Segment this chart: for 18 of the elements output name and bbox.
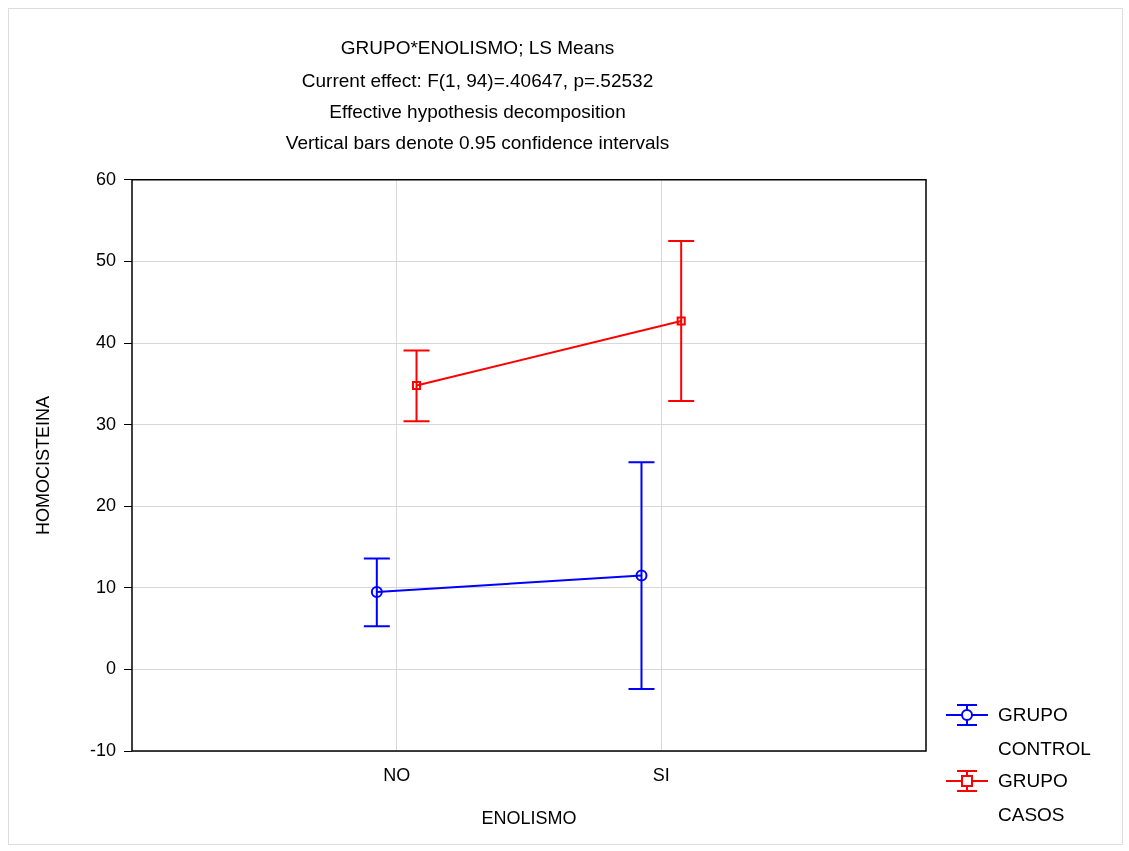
y-tick-label: 30 bbox=[95, 413, 116, 434]
text: Effective hypothesis decomposition bbox=[329, 101, 626, 123]
y-tick-label: 40 bbox=[95, 332, 116, 352]
y-tick-label: 60 bbox=[95, 168, 116, 189]
y-tick-label: 50 bbox=[95, 250, 116, 271]
chart-subtitle: Current effect: F(1, 94)=.40647, p=.52532 bbox=[301, 69, 654, 91]
y-tick-label: 20 bbox=[95, 495, 116, 516]
y-tick-label: -10 bbox=[89, 739, 116, 760]
text: Vertical bars denote 0.95 confidence intervals bbox=[285, 132, 670, 154]
legend-label: GRUPO CASOS bbox=[998, 769, 1069, 827]
x-tick-label: NO bbox=[383, 764, 411, 785]
x-axis-title: ENOLISMO bbox=[481, 808, 577, 829]
y-tick-label: 10 bbox=[95, 576, 116, 597]
legend-label: GRUPO CONTROL bbox=[998, 703, 1092, 761]
chart-title: GRUPO*ENOLISMO; LS Means bbox=[340, 36, 615, 58]
y-tick-label: 0 bbox=[105, 658, 116, 679]
x-tick-label: SI bbox=[652, 764, 670, 785]
y-axis-title: HOMOCISTEINA bbox=[32, 395, 53, 535]
